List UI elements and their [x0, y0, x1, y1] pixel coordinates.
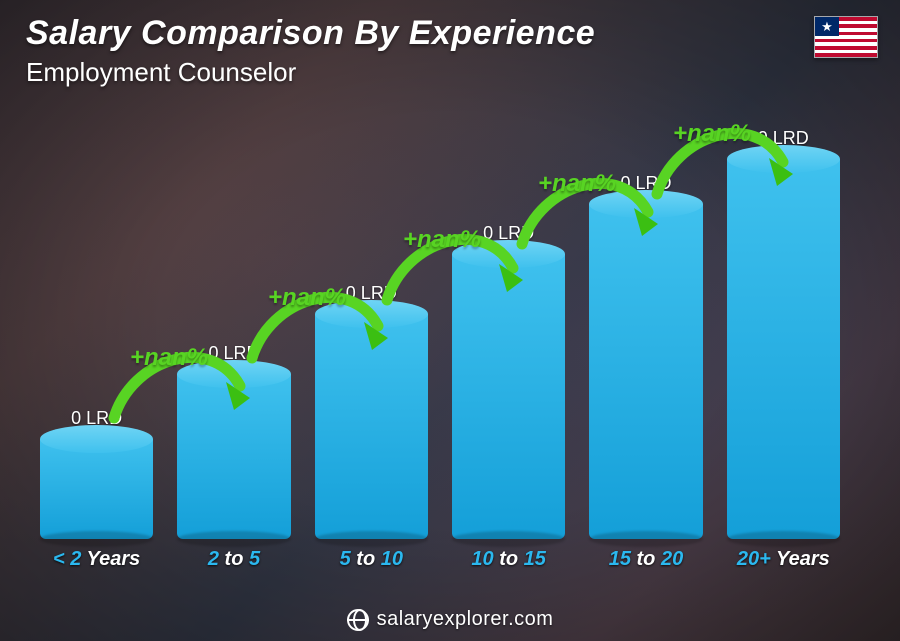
bars-row: 0 LRD0 LRD0 LRD0 LRD0 LRD0 LRD [40, 120, 840, 539]
bar-slot: 0 LRD [452, 223, 565, 539]
globe-icon [347, 609, 369, 631]
flag-canton: ★ [815, 17, 839, 36]
category-part-primary: 2 [208, 548, 219, 570]
category-label: 10 to 15 [452, 548, 565, 571]
bar-slot: 0 LRD [315, 283, 428, 539]
bar [315, 314, 428, 539]
bar-top-ellipse [315, 300, 428, 328]
bar-slot: 0 LRD [40, 408, 153, 539]
bar-top-ellipse [40, 425, 153, 453]
category-part-secondary: to [351, 548, 381, 570]
bar-slot: 0 LRD [177, 343, 290, 539]
bar [177, 374, 290, 539]
bar-body [589, 204, 702, 539]
bar-body [727, 159, 840, 539]
flag-stripe [815, 53, 877, 57]
category-part-primary: 20 [661, 548, 683, 570]
category-part-primary: 15 [524, 548, 546, 570]
bar-shadow [40, 531, 153, 547]
bar-shadow [727, 531, 840, 547]
bar-shadow [315, 531, 428, 547]
category-part-secondary: to [219, 548, 249, 570]
bar-shadow [589, 531, 702, 547]
category-part-primary: 10 [471, 548, 493, 570]
category-label: 2 to 5 [177, 548, 290, 571]
category-part-secondary: Years [81, 548, 140, 570]
bar-slot: 0 LRD [727, 128, 840, 539]
title-block: Salary Comparison By Experience Employme… [26, 14, 595, 88]
infographic-canvas: Salary Comparison By Experience Employme… [0, 0, 900, 641]
category-part-primary: 5 [249, 548, 260, 570]
category-part-primary: 10 [381, 548, 403, 570]
category-part-secondary: to [494, 548, 524, 570]
chart-subtitle: Employment Counselor [26, 57, 595, 88]
bar [452, 254, 565, 539]
category-part-primary: 15 [609, 548, 631, 570]
footer: salaryexplorer.com [0, 608, 900, 631]
bar-shadow [177, 531, 290, 547]
bar [727, 159, 840, 539]
category-part-secondary: Years [771, 548, 830, 570]
bar-top-ellipse [177, 360, 290, 388]
flag-star-icon: ★ [821, 20, 833, 33]
bar [40, 439, 153, 539]
bar-shadow [452, 531, 565, 547]
chart-area: 0 LRD0 LRD0 LRD0 LRD0 LRD0 LRD < 2 Years… [40, 120, 840, 571]
bar-body [177, 374, 290, 539]
country-flag: ★ [814, 16, 878, 58]
bar-body [40, 439, 153, 539]
category-part-primary: 20+ [737, 548, 771, 570]
category-part-primary: 5 [340, 548, 351, 570]
bar-body [315, 314, 428, 539]
category-label: 5 to 10 [315, 548, 428, 571]
footer-text: salaryexplorer.com [377, 608, 554, 631]
bar-body [452, 254, 565, 539]
bar [589, 204, 702, 539]
bar-top-ellipse [727, 145, 840, 173]
category-part-primary: < 2 [53, 548, 81, 570]
bar-top-ellipse [589, 190, 702, 218]
category-label: 15 to 20 [589, 548, 702, 571]
category-row: < 2 Years2 to 55 to 1010 to 1515 to 2020… [40, 548, 840, 571]
category-label: < 2 Years [40, 548, 153, 571]
bar-top-ellipse [452, 240, 565, 268]
bar-slot: 0 LRD [589, 173, 702, 539]
category-label: 20+ Years [727, 548, 840, 571]
chart-title: Salary Comparison By Experience [26, 14, 595, 53]
category-part-secondary: to [631, 548, 661, 570]
